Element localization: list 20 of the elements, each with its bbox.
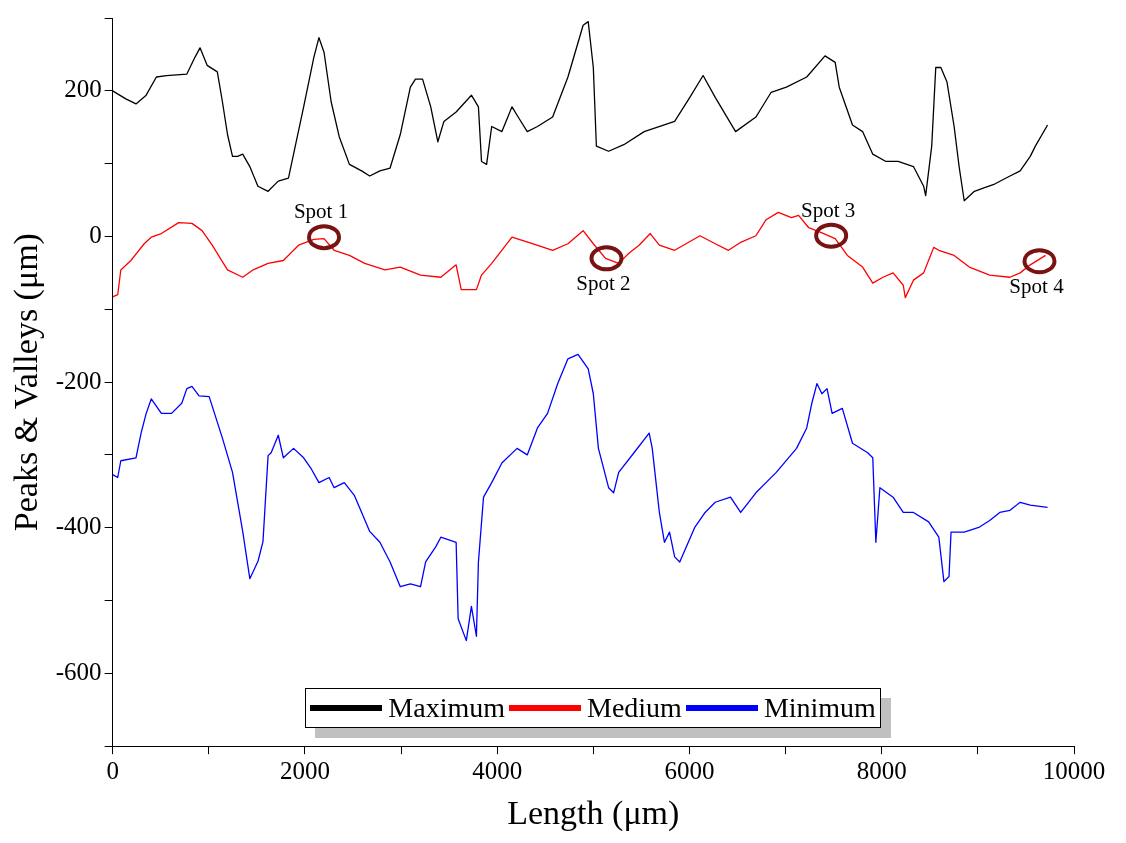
legend-label: Medium — [586, 692, 682, 725]
y-tick-label: 200 — [64, 75, 102, 103]
annotation: Spot 1 — [293, 199, 349, 224]
x-tick-label: 8000 — [856, 756, 907, 784]
legend-label: Minimum — [763, 692, 876, 725]
y-tick-label: -200 — [55, 366, 102, 394]
x-tick-label: 0 — [106, 756, 119, 784]
annotation: Spot 4 — [1009, 274, 1065, 299]
x-tick-label: 10000 — [1042, 756, 1106, 784]
x-tick-label: 6000 — [664, 756, 715, 784]
annotation: Spot 3 — [801, 197, 856, 222]
x-tick-label: 2000 — [279, 756, 330, 784]
annotation: Spot 2 — [576, 271, 631, 296]
y-tick-label: 0 — [89, 221, 102, 249]
legend-label: Maximum — [388, 692, 505, 725]
x-axis-title: Length (μm) — [507, 793, 680, 832]
y-tick-label: -400 — [55, 512, 102, 540]
x-tick-label: 4000 — [472, 756, 523, 784]
y-tick-label: -600 — [55, 657, 102, 685]
y-axis-title: Peaks & Valleys (μm) — [7, 233, 46, 532]
